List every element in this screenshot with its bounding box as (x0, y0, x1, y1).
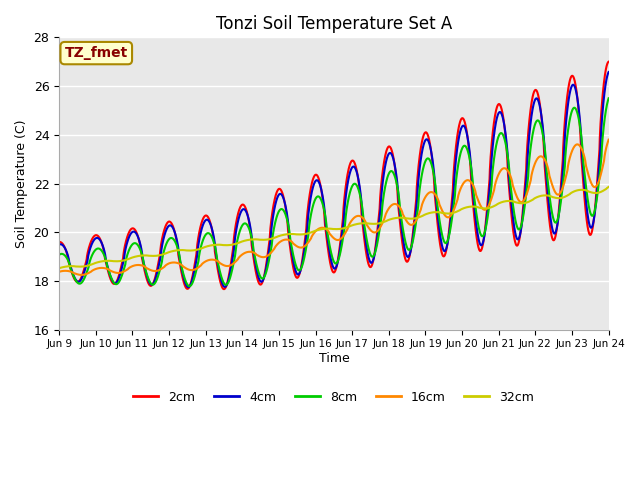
16cm (118, 269, 126, 275)
2cm (594, 168, 602, 174)
Y-axis label: Soil Temperature (C): Soil Temperature (C) (15, 119, 28, 248)
16cm (290, 241, 298, 247)
2cm (118, 261, 125, 267)
32cm (55, 265, 63, 271)
4cm (55, 242, 63, 248)
Line: 4cm: 4cm (59, 72, 609, 287)
16cm (266, 251, 274, 257)
Legend: 2cm, 4cm, 8cm, 16cm, 32cm: 2cm, 4cm, 8cm, 16cm, 32cm (129, 385, 540, 408)
8cm (55, 252, 63, 258)
16cm (594, 180, 602, 186)
2cm (150, 277, 158, 283)
8cm (605, 96, 612, 101)
X-axis label: Time: Time (319, 352, 349, 365)
8cm (594, 187, 602, 192)
2cm (220, 286, 228, 292)
32cm (535, 193, 543, 199)
8cm (118, 273, 125, 278)
Line: 2cm: 2cm (59, 62, 609, 289)
4cm (118, 265, 125, 271)
8cm (266, 252, 274, 258)
2cm (55, 239, 63, 245)
Text: TZ_fmet: TZ_fmet (65, 46, 128, 60)
4cm (605, 69, 612, 75)
4cm (184, 284, 192, 290)
16cm (55, 269, 63, 275)
4cm (266, 240, 274, 246)
2cm (605, 59, 612, 65)
4cm (535, 99, 543, 105)
Line: 16cm: 16cm (59, 140, 609, 275)
32cm (118, 258, 125, 264)
32cm (594, 190, 602, 196)
32cm (605, 184, 612, 190)
Line: 8cm: 8cm (59, 98, 609, 286)
8cm (535, 118, 543, 124)
32cm (266, 236, 274, 242)
4cm (290, 261, 298, 267)
32cm (290, 231, 298, 237)
2cm (266, 230, 274, 236)
Title: Tonzi Soil Temperature Set A: Tonzi Soil Temperature Set A (216, 15, 452, 33)
16cm (605, 137, 612, 143)
16cm (535, 154, 543, 160)
4cm (150, 279, 158, 285)
32cm (150, 253, 158, 259)
8cm (186, 283, 193, 289)
4cm (594, 178, 602, 183)
2cm (535, 95, 543, 101)
8cm (150, 281, 158, 287)
8cm (290, 255, 298, 261)
2cm (290, 267, 298, 273)
Line: 32cm: 32cm (59, 187, 609, 268)
16cm (77, 272, 85, 278)
16cm (151, 268, 159, 274)
